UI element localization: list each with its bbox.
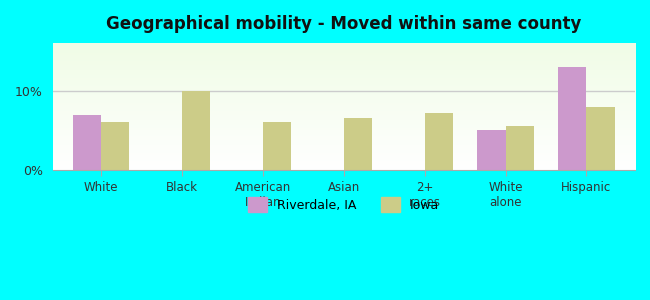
Bar <box>101 122 129 170</box>
Bar <box>263 122 291 170</box>
Bar <box>182 92 211 170</box>
Bar <box>424 113 453 170</box>
Bar <box>477 130 506 170</box>
Bar <box>586 106 615 170</box>
Bar <box>506 127 534 170</box>
Bar <box>344 118 372 170</box>
Bar <box>73 115 101 170</box>
Title: Geographical mobility - Moved within same county: Geographical mobility - Moved within sam… <box>106 15 582 33</box>
Legend: Riverdale, IA, Iowa: Riverdale, IA, Iowa <box>243 192 445 218</box>
Bar <box>558 67 586 170</box>
